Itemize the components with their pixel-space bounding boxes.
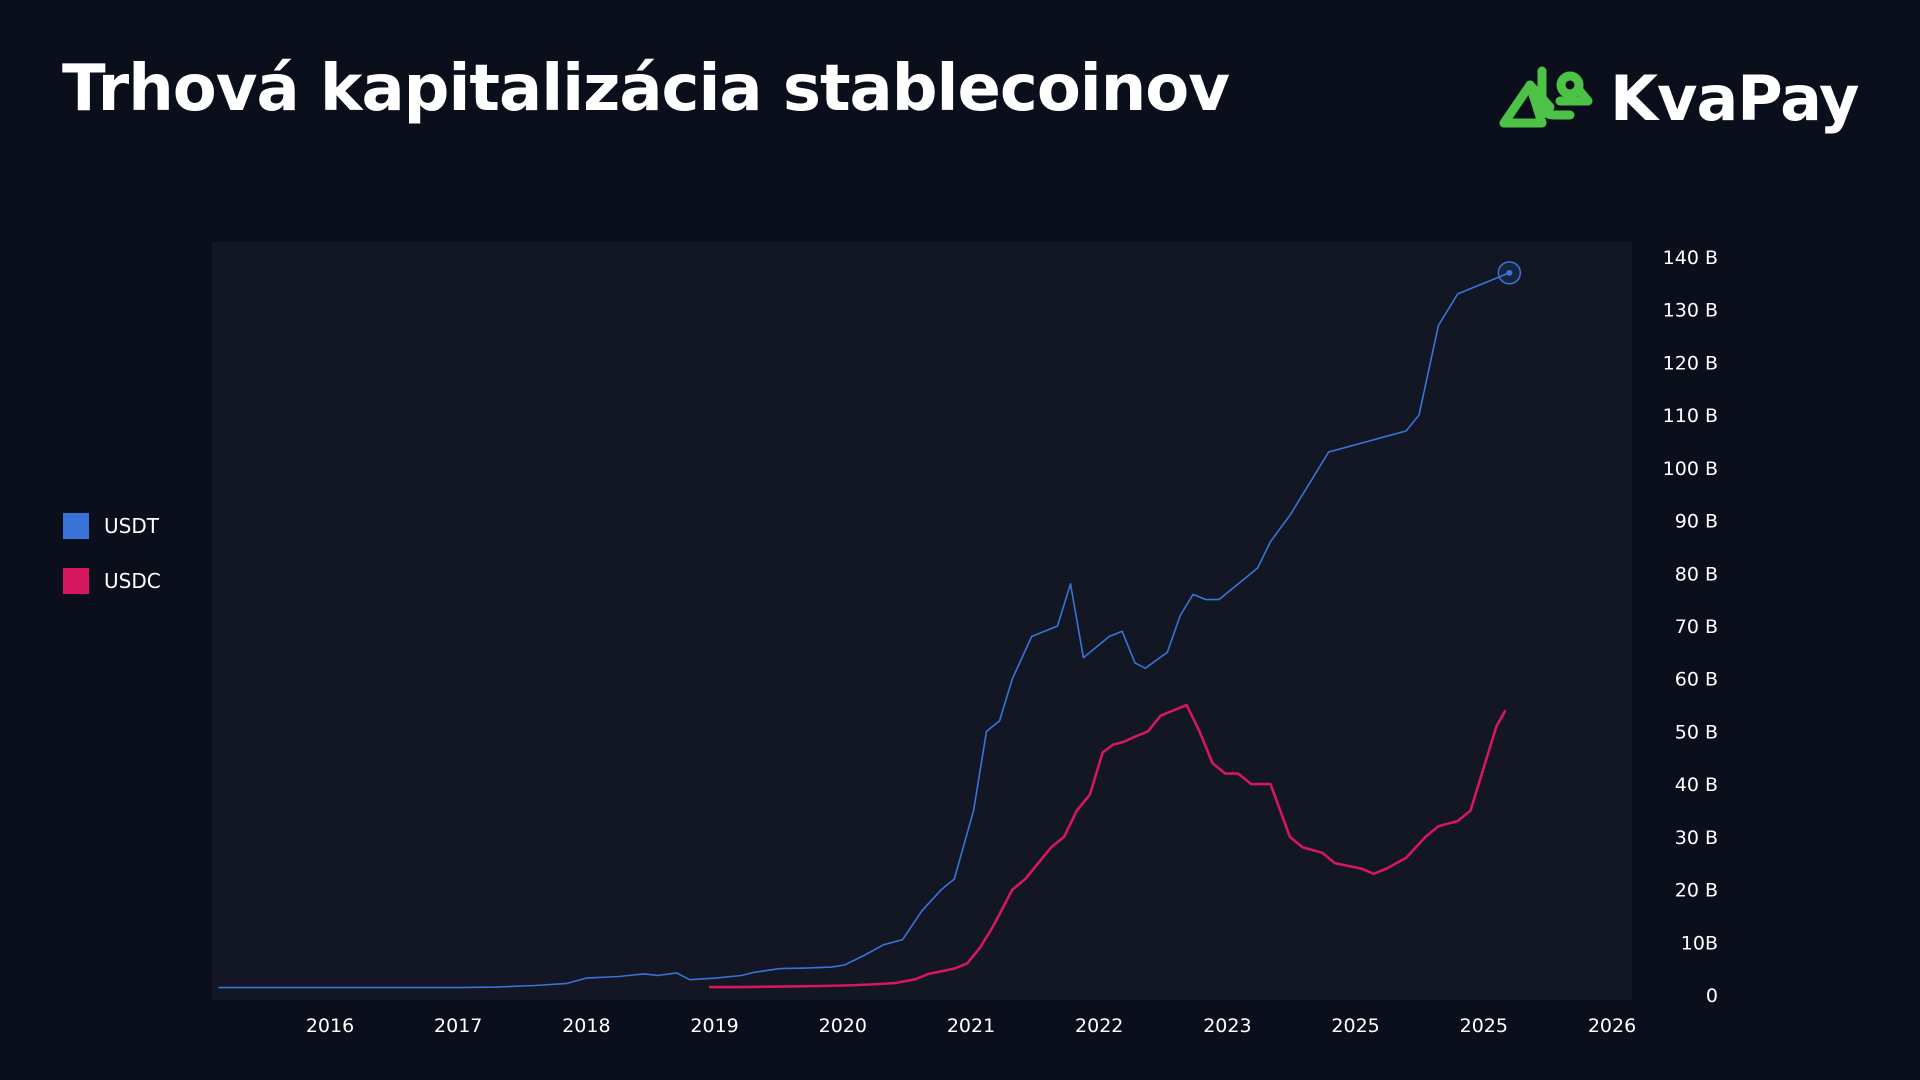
- legend-item-usdt: USDT: [63, 512, 161, 540]
- y-tick-label: 50 B: [1675, 721, 1718, 743]
- frog-logo-icon: [1499, 66, 1593, 128]
- y-tick-label: 40 B: [1675, 774, 1718, 796]
- x-tick-label: 2023: [1203, 1015, 1251, 1037]
- x-tick-label: 2025: [1331, 1015, 1379, 1037]
- x-tick-label: 2020: [819, 1015, 867, 1037]
- page-title: Trhová kapitalizácia stablecoinov: [62, 52, 1230, 126]
- y-tick-label: 100 B: [1663, 458, 1718, 480]
- x-tick-label: 2016: [306, 1015, 354, 1037]
- legend-label-usdt: USDT: [104, 514, 159, 538]
- y-tick-label: 70 B: [1675, 616, 1718, 638]
- brand-logo: KvaPay: [1498, 58, 1859, 138]
- x-tick-label: 2017: [434, 1015, 482, 1037]
- legend-item-usdc: USDC: [63, 567, 161, 595]
- y-tick-label: 140 B: [1663, 247, 1718, 269]
- y-tick-label: 0: [1706, 985, 1718, 1007]
- legend-swatch-usdt: [63, 513, 89, 539]
- y-tick-label: 10B: [1681, 932, 1718, 954]
- x-tick-label: 2022: [1075, 1015, 1123, 1037]
- plot-area: [212, 242, 1632, 1000]
- chart-legend: USDT USDC: [63, 512, 161, 622]
- y-tick-label: 120 B: [1663, 352, 1718, 374]
- y-tick-label: 130 B: [1663, 300, 1718, 322]
- y-tick-label: 90 B: [1675, 511, 1718, 533]
- legend-label-usdc: USDC: [104, 569, 161, 593]
- x-tick-label: 2025: [1460, 1015, 1508, 1037]
- usdt-last-point: [1506, 269, 1513, 276]
- y-tick-label: 60 B: [1675, 669, 1718, 691]
- series-line-usdc: [709, 703, 1507, 989]
- series-line-usdt: [218, 272, 1510, 989]
- x-tick-label: 2021: [947, 1015, 995, 1037]
- y-tick-label: 30 B: [1675, 827, 1718, 849]
- legend-swatch-usdc: [63, 568, 89, 594]
- y-tick-label: 110 B: [1663, 405, 1718, 427]
- y-tick-label: 80 B: [1675, 563, 1718, 585]
- x-tick-label: 2019: [690, 1015, 738, 1037]
- series-layer: [218, 261, 1522, 989]
- x-tick-label: 2018: [562, 1015, 610, 1037]
- y-axis-ticks: 0 10B 20 B 30 B 40 B 50 B 60 B 70 B 80 B 90 B 100 …: [1663, 247, 1718, 1007]
- x-tick-label: 2026: [1588, 1015, 1636, 1037]
- brand-name: KvaPay: [1610, 61, 1859, 135]
- y-tick-label: 20 B: [1675, 880, 1718, 902]
- x-axis-ticks: 2016 2017 2018 2019 2020 2021 2022 2023 2025 2025…: [306, 1015, 1636, 1037]
